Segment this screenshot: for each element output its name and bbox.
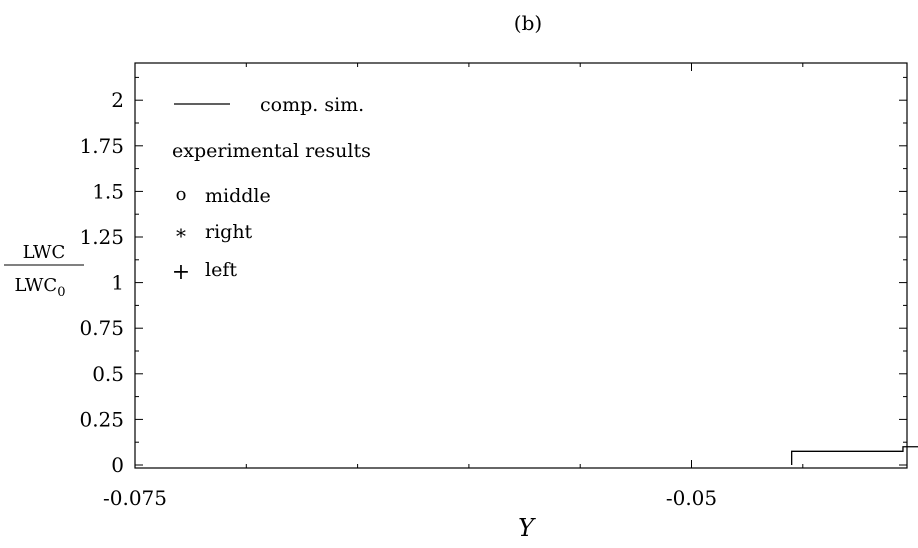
y-tick-label: 0.5 [92, 362, 124, 386]
y-axis-label-denominator-main: LWC [15, 275, 58, 296]
y-axis-label: LWC LWC0 [4, 242, 84, 300]
y-tick-label: 0.25 [79, 407, 124, 431]
legend-sim-label: comp. sim. [260, 94, 364, 116]
x-axis-label: Y [518, 514, 536, 542]
legend-right-symbol: * [176, 224, 186, 248]
y-axis-label-denominator: LWC0 [15, 275, 66, 300]
y-tick-label: 1.75 [79, 134, 124, 158]
y-tick-label: 1.5 [92, 179, 124, 203]
y-tick-label: 2 [111, 88, 124, 112]
y-axis-label-denominator-subscript: 0 [57, 285, 65, 300]
series-layer [791, 446, 918, 465]
comp-sim-step-line [791, 446, 918, 465]
y-tick-label: 0.75 [79, 316, 124, 340]
legend-right-label: right [205, 221, 253, 243]
plot-frame [134, 62, 908, 469]
y-tick-label: 1 [111, 271, 124, 295]
x-tick-label: -0.075 [103, 486, 167, 510]
legend-middle-label: middle [205, 185, 271, 207]
legend: comp. sim. experimental results o middle… [172, 94, 371, 285]
legend-left-symbol: + [172, 260, 190, 285]
plot-area [134, 62, 908, 469]
y-tick-label: 0 [111, 453, 124, 477]
legend-header: experimental results [172, 140, 371, 162]
legend-left-label: left [205, 259, 237, 281]
x-tick-label: -0.05 [666, 486, 717, 510]
axis-ticks [134, 63, 907, 468]
tick-labels: -0.075-0.05-0.02500.02500.250.50.7511.25… [79, 88, 717, 510]
y-tick-label: 1.25 [79, 225, 124, 249]
y-axis-label-numerator: LWC [23, 242, 66, 263]
panel-label: (b) [514, 11, 542, 35]
legend-middle-symbol: o [176, 184, 187, 205]
